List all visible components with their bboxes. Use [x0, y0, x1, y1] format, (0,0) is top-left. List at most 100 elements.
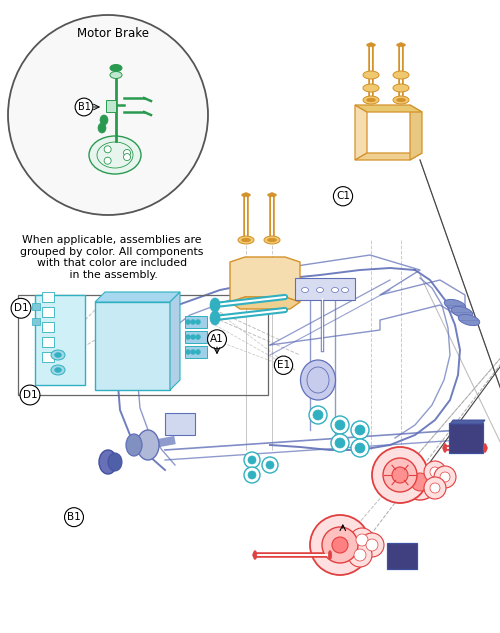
Ellipse shape — [332, 287, 338, 292]
Circle shape — [402, 464, 438, 500]
Circle shape — [351, 421, 369, 439]
Circle shape — [124, 149, 130, 156]
Polygon shape — [355, 105, 367, 160]
Circle shape — [355, 425, 365, 435]
Ellipse shape — [98, 123, 106, 133]
Ellipse shape — [393, 84, 409, 92]
Polygon shape — [170, 292, 180, 390]
Polygon shape — [230, 257, 300, 302]
Circle shape — [331, 416, 349, 434]
Ellipse shape — [452, 306, 472, 318]
Ellipse shape — [110, 65, 122, 72]
Ellipse shape — [253, 551, 257, 560]
Ellipse shape — [396, 43, 406, 47]
FancyBboxPatch shape — [35, 295, 85, 385]
Bar — [42, 352, 54, 362]
FancyBboxPatch shape — [185, 331, 207, 343]
Ellipse shape — [238, 236, 254, 244]
Circle shape — [351, 439, 369, 457]
Ellipse shape — [264, 236, 280, 244]
Circle shape — [392, 467, 408, 483]
FancyBboxPatch shape — [95, 302, 170, 390]
Bar — [42, 337, 54, 347]
Ellipse shape — [444, 299, 466, 311]
Circle shape — [190, 334, 196, 339]
Ellipse shape — [393, 71, 409, 79]
Ellipse shape — [363, 96, 379, 104]
Circle shape — [244, 452, 260, 468]
Text: Motor Brake: Motor Brake — [77, 27, 149, 40]
Ellipse shape — [210, 311, 220, 325]
Circle shape — [104, 146, 111, 153]
Bar — [42, 322, 54, 332]
Circle shape — [190, 320, 196, 325]
Circle shape — [124, 154, 130, 161]
Circle shape — [434, 466, 456, 488]
Circle shape — [186, 334, 190, 339]
Circle shape — [196, 334, 200, 339]
Circle shape — [186, 349, 190, 354]
Text: A1: A1 — [210, 334, 224, 344]
Circle shape — [372, 447, 428, 503]
Circle shape — [309, 406, 327, 424]
FancyBboxPatch shape — [449, 423, 483, 453]
Polygon shape — [95, 292, 180, 302]
Circle shape — [244, 467, 260, 483]
Circle shape — [186, 320, 190, 325]
Circle shape — [356, 534, 368, 546]
Ellipse shape — [54, 368, 62, 372]
Bar — [106, 100, 116, 112]
Circle shape — [424, 477, 446, 499]
Ellipse shape — [302, 287, 308, 292]
Ellipse shape — [126, 434, 142, 456]
Circle shape — [310, 515, 370, 575]
Circle shape — [313, 410, 323, 420]
Ellipse shape — [342, 287, 348, 292]
Ellipse shape — [242, 238, 250, 242]
Circle shape — [248, 456, 256, 464]
Ellipse shape — [363, 84, 379, 92]
Ellipse shape — [268, 193, 276, 197]
Circle shape — [266, 461, 274, 469]
Circle shape — [332, 537, 348, 553]
Ellipse shape — [483, 444, 487, 453]
Circle shape — [354, 549, 366, 561]
Bar — [42, 292, 54, 302]
Polygon shape — [355, 105, 422, 112]
Ellipse shape — [242, 193, 250, 197]
Text: E1: E1 — [277, 360, 290, 370]
FancyBboxPatch shape — [387, 543, 417, 569]
Ellipse shape — [51, 365, 65, 375]
Circle shape — [262, 457, 278, 473]
Ellipse shape — [110, 72, 122, 78]
Polygon shape — [450, 420, 485, 424]
Ellipse shape — [300, 360, 336, 400]
Circle shape — [424, 461, 446, 483]
Ellipse shape — [393, 96, 409, 104]
Ellipse shape — [89, 136, 141, 174]
Ellipse shape — [396, 98, 406, 102]
Circle shape — [440, 472, 450, 482]
Bar — [42, 307, 54, 317]
Circle shape — [411, 473, 429, 491]
Bar — [18, 295, 268, 395]
FancyBboxPatch shape — [185, 316, 207, 328]
Ellipse shape — [137, 430, 159, 460]
Circle shape — [360, 533, 384, 557]
Text: C1: C1 — [336, 191, 350, 201]
Text: D1: D1 — [22, 390, 38, 400]
Polygon shape — [230, 297, 300, 309]
Text: D1: D1 — [14, 303, 28, 313]
Polygon shape — [355, 153, 422, 160]
Ellipse shape — [268, 238, 276, 242]
Text: When applicable, assemblies are
grouped by color. All components
with that color: When applicable, assemblies are grouped … — [20, 235, 204, 280]
Circle shape — [104, 157, 111, 164]
Circle shape — [335, 438, 345, 448]
Ellipse shape — [54, 353, 62, 358]
Polygon shape — [410, 105, 422, 160]
Bar — [32, 318, 40, 325]
Bar — [32, 303, 40, 310]
Circle shape — [322, 527, 358, 563]
Circle shape — [331, 434, 349, 452]
Circle shape — [196, 320, 200, 325]
